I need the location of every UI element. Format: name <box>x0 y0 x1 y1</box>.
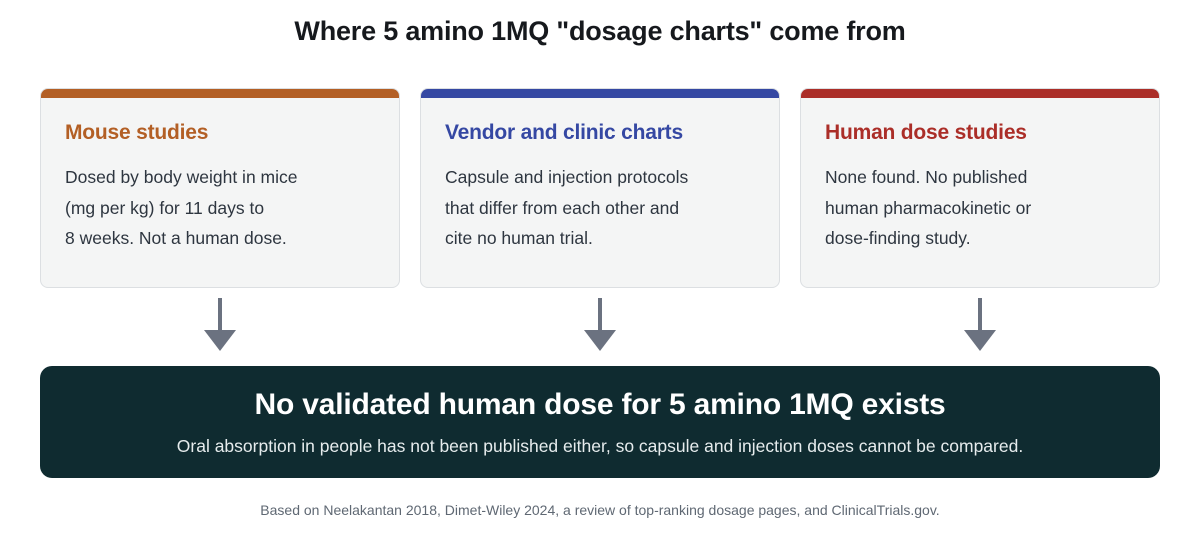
card-body-line: human pharmacokinetic or <box>825 197 1032 218</box>
card-body-line: Capsule and injection protocols <box>445 167 689 187</box>
card-body: Capsule and injection protocols that dif… <box>445 162 735 254</box>
card-mouse-studies: Mouse studies Dosed by body weight in mi… <box>40 88 400 288</box>
card-accent-bar <box>421 89 779 98</box>
conclusion-banner: No validated human dose for 5 amino 1MQ … <box>40 366 1160 478</box>
card-accent-bar <box>801 89 1159 98</box>
card-body-line: 8 weeks. Not a human dose. <box>65 228 287 248</box>
conclusion-subtext: Oral absorption in people has not been p… <box>176 436 1024 456</box>
card-body-line: cite no human trial. <box>445 228 593 248</box>
down-arrow-icon <box>584 298 616 351</box>
card-body-line: Dosed by body weight in mice <box>65 167 298 187</box>
card-heading: Vendor and clinic charts <box>445 121 683 144</box>
down-arrow-icon <box>204 298 236 351</box>
card-body-line: None found. No published <box>825 167 1028 187</box>
source-note: Based on Neelakantan 2018, Dimet-Wiley 2… <box>260 502 940 518</box>
card-heading: Mouse studies <box>65 121 209 144</box>
card-human-dose-studies: Human dose studies None found. No publis… <box>800 88 1160 288</box>
conclusion-headline: No validated human dose for 5 amino 1MQ … <box>254 388 946 421</box>
card-body-line: (mg per kg) for 11 days to <box>65 197 265 218</box>
card-body: None found. No published human pharmacok… <box>825 162 1115 254</box>
down-arrow-icon <box>964 298 996 351</box>
card-vendor-clinic-charts: Vendor and clinic charts Capsule and inj… <box>420 88 780 288</box>
card-body-line: that differ from each other and <box>445 197 680 218</box>
diagram-title: Where 5 amino 1MQ "dosage charts" come f… <box>294 16 906 46</box>
card-accent-bar <box>41 89 399 98</box>
card-body-line: dose-finding study. <box>825 228 971 248</box>
card-heading: Human dose studies <box>825 121 1027 144</box>
card-body: Dosed by body weight in mice (mg per kg)… <box>65 162 355 254</box>
